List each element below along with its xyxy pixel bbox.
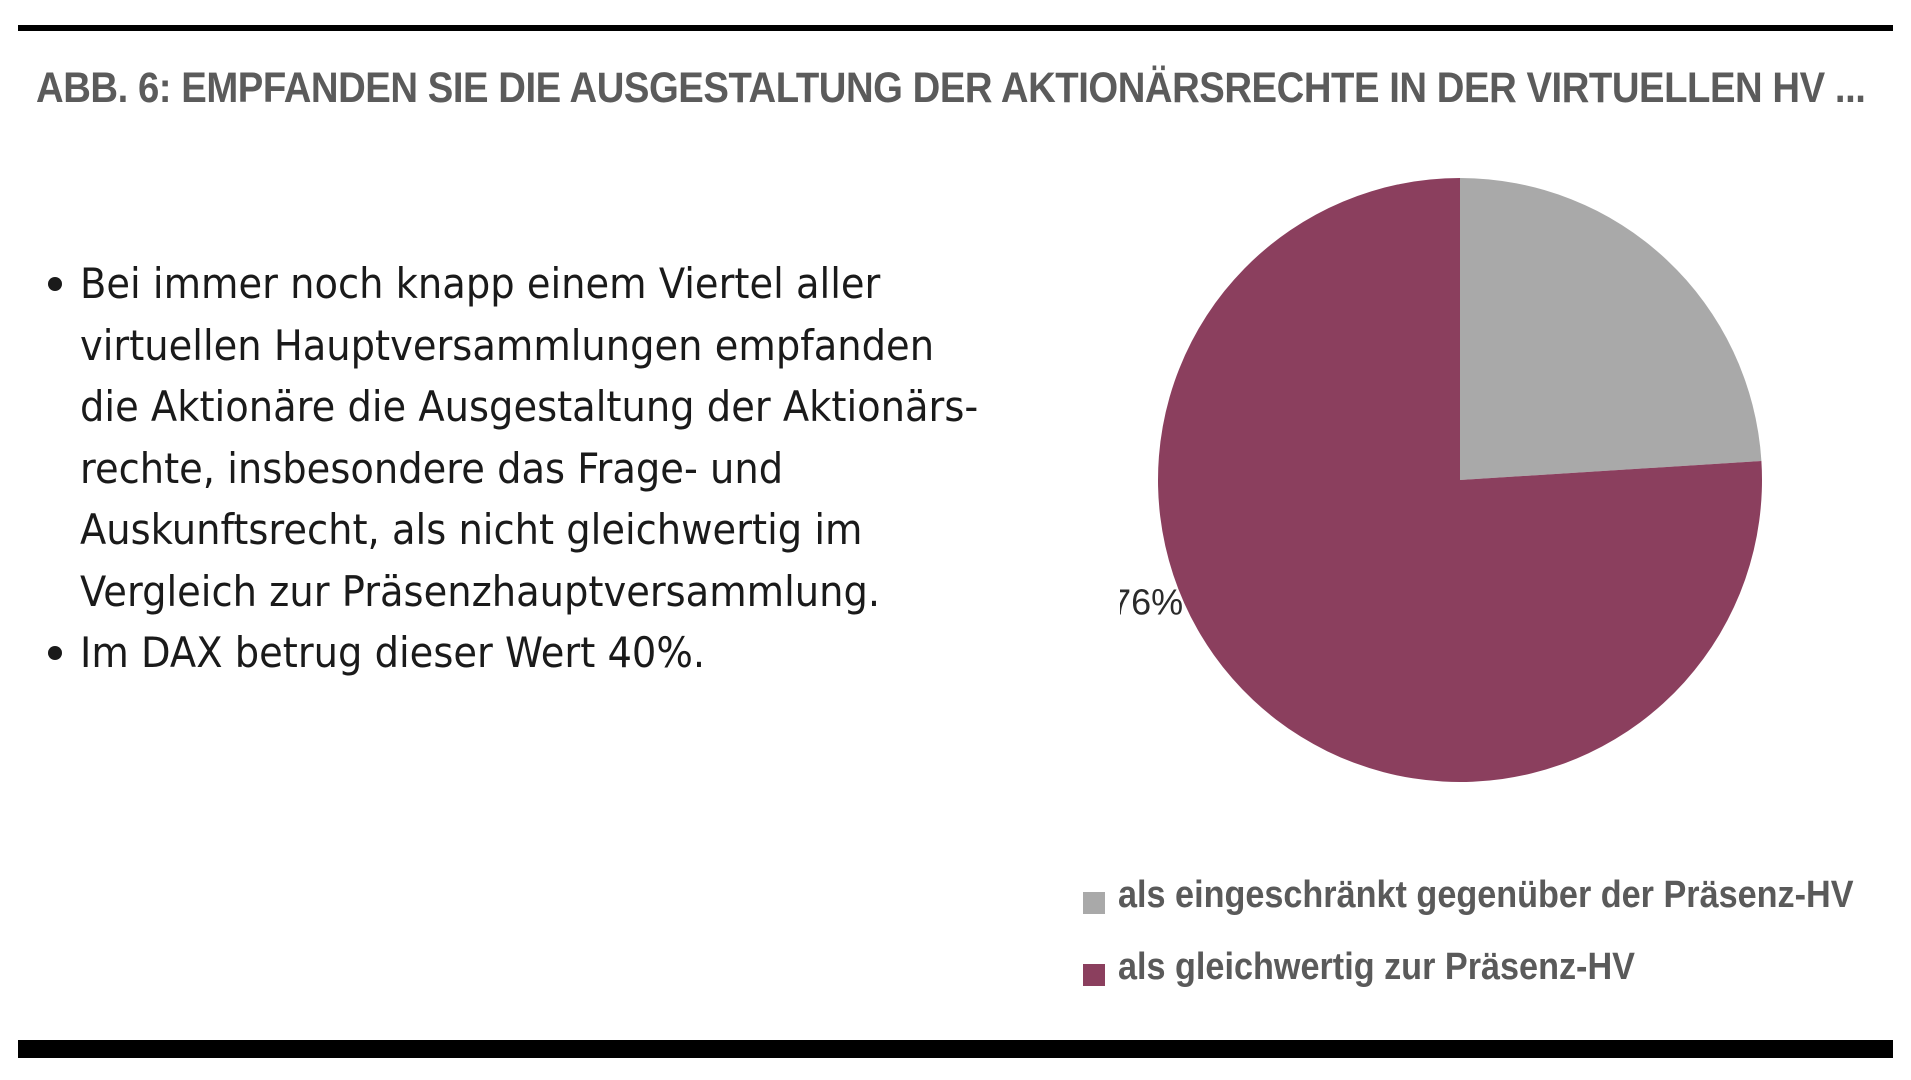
slice-label: 76% (1120, 582, 1183, 623)
top-rule (18, 25, 1893, 31)
legend-label: als gleichwertig zur Präsenz-HV (1118, 946, 1635, 988)
bullet-line: rechte, insbesondere das Frage- und (80, 443, 784, 493)
bullet-line: Vergleich zur Präsenzhauptversammlung. (80, 566, 881, 616)
legend-swatch (1083, 964, 1105, 986)
bullet-line: virtuellen Hauptversammlungen empfanden (80, 320, 935, 370)
legend-swatch (1083, 892, 1105, 914)
bullet-line: Im DAX betrug dieser Wert 40%. (80, 628, 706, 677)
bullet-dot (48, 646, 62, 660)
bullet-dot (48, 277, 62, 291)
bullet-item: Im DAX betrug dieser Wert 40%. (42, 622, 1042, 684)
figure-title: ABB. 6: EMPFANDEN SIE DIE AUSGESTALTUNG … (36, 64, 1866, 112)
bullet-line: Bei immer noch knapp einem Viertel aller (80, 259, 881, 308)
slice-label: 24% (1540, 160, 1612, 165)
pie-chart: 24% 76% (1120, 160, 1762, 782)
bullet-line: Auskunftsrecht, als nicht gleichwertig i… (80, 505, 863, 554)
pie-slice (1460, 178, 1762, 480)
legend-label: als eingeschränkt gegenüber der Präsenz-… (1118, 874, 1854, 916)
bullet-list: Bei immer noch knapp einem Viertel aller… (42, 253, 1042, 684)
bottom-rule (18, 1040, 1893, 1058)
bullet-item: Bei immer noch knapp einem Viertel aller… (42, 253, 1042, 622)
pie-slice (1158, 178, 1762, 782)
bullet-line: die Aktionäre die Ausgestaltung der Akti… (80, 382, 979, 431)
